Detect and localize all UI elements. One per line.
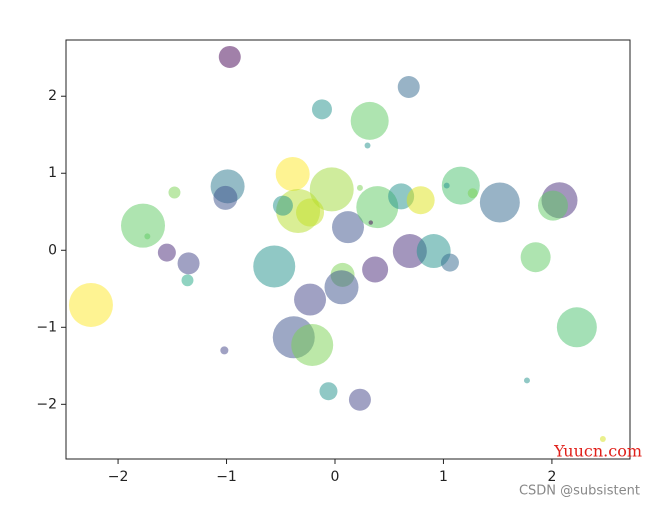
bubble	[362, 256, 389, 283]
bubble	[467, 188, 478, 199]
x-tick-label: −2	[108, 469, 129, 485]
y-tick-label: −2	[36, 396, 57, 412]
bubble	[213, 185, 238, 210]
bubble	[440, 253, 459, 272]
bubble	[537, 190, 568, 221]
y-tick-label: 0	[48, 242, 57, 258]
bubble	[356, 184, 363, 191]
bubble	[121, 203, 166, 248]
bubble	[324, 270, 359, 305]
bubble	[348, 388, 371, 411]
bubble	[291, 324, 334, 367]
y-tick-label: 2	[48, 88, 57, 104]
bubble	[599, 436, 606, 442]
bubble	[356, 186, 399, 229]
bubble	[144, 233, 151, 240]
bubble	[364, 142, 371, 149]
bubble	[181, 274, 194, 287]
bubble	[443, 182, 450, 189]
bubble	[275, 157, 310, 192]
bubble	[350, 101, 389, 140]
bubble	[296, 198, 325, 227]
x-tick-label: 1	[439, 469, 448, 485]
watermark: CSDN @subsistent	[519, 484, 640, 499]
bubble	[368, 220, 373, 225]
bubble	[392, 234, 427, 269]
bubble	[168, 186, 181, 199]
bubble	[406, 186, 435, 215]
bubble	[177, 252, 200, 275]
bubble	[311, 99, 332, 120]
bubble	[332, 211, 364, 244]
x-tick-label: 0	[331, 469, 340, 485]
bubble	[272, 195, 293, 216]
bubble	[253, 245, 296, 288]
y-tick-label: −1	[36, 319, 57, 335]
bubble	[309, 167, 354, 212]
x-tick-label: 2	[547, 469, 556, 485]
bubble	[523, 377, 530, 384]
bubble	[319, 382, 338, 401]
bubble	[220, 346, 229, 355]
bubble	[68, 282, 113, 327]
bubble	[157, 243, 176, 262]
bubble	[294, 283, 327, 316]
bubble	[479, 182, 520, 223]
bubble	[556, 307, 597, 348]
watermark: Yuucn.com	[553, 442, 642, 461]
y-tick-label: 1	[48, 165, 57, 181]
bubble	[218, 45, 241, 68]
x-tick-label: −1	[216, 469, 237, 485]
bubble	[397, 75, 420, 98]
bubble	[520, 242, 551, 273]
